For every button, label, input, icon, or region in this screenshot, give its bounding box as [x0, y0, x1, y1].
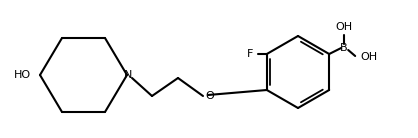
Text: N: N: [124, 70, 132, 80]
Text: OH: OH: [336, 22, 353, 32]
Text: O: O: [206, 91, 214, 101]
Text: HO: HO: [13, 70, 31, 80]
Text: OH: OH: [361, 52, 378, 62]
Text: B: B: [340, 43, 348, 53]
Text: F: F: [247, 49, 253, 59]
